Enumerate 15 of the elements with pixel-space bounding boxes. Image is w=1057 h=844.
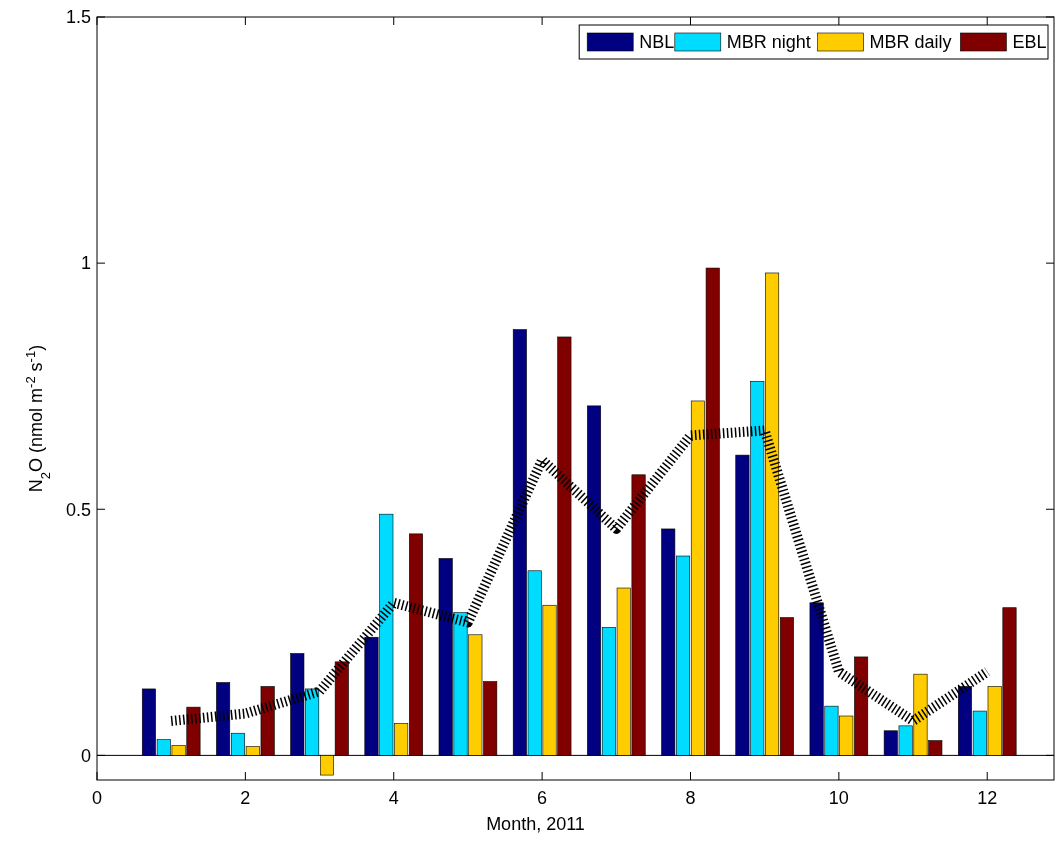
y-tick-label: 1.5 [65, 7, 91, 28]
y-tick-label: 1 [80, 253, 91, 274]
legend-label: MBR night [726, 32, 811, 53]
x-tick-label: 4 [388, 788, 399, 808]
x-tick-label: 6 [537, 788, 548, 808]
x-tick-label: 8 [685, 788, 696, 808]
x-tick-label: 2 [240, 788, 251, 808]
x-tick-label: 12 [977, 788, 998, 808]
legend-label: EBL [1012, 32, 1047, 53]
y-tick-label: 0.5 [65, 499, 91, 520]
x-axis-title: Month, 2011 [486, 814, 585, 834]
legend-label: MBR daily [869, 32, 952, 53]
y-tick-label: 0 [80, 745, 91, 766]
legend-label: NBL [639, 32, 675, 53]
x-tick-label: 10 [828, 788, 849, 808]
